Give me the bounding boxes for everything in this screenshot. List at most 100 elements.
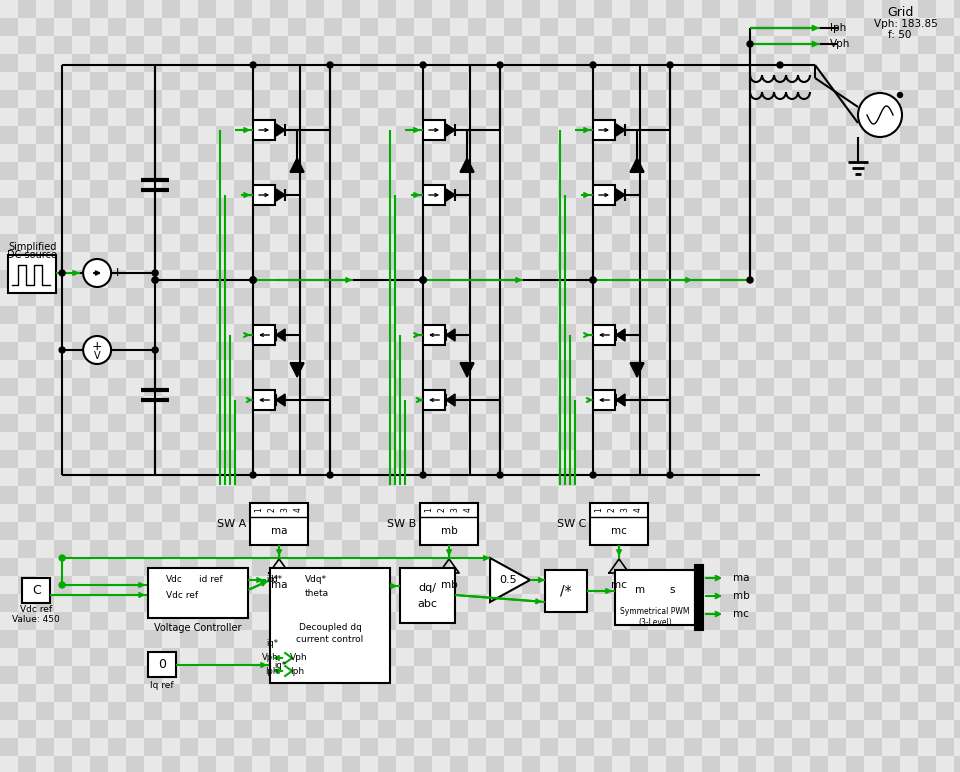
Bar [270,234,288,252]
Bar [423,325,445,345]
Text: +: + [92,340,103,353]
Bar [792,90,810,108]
Bar [198,432,216,450]
Bar [576,18,594,36]
Bar [324,234,342,252]
Bar [18,576,36,594]
Bar [630,666,648,684]
Text: Iph: Iph [265,666,278,676]
Bar [144,144,162,162]
Bar [18,450,36,468]
Bar [702,738,720,756]
Bar [324,54,342,72]
Bar [936,648,954,666]
Bar [846,396,864,414]
Bar [306,702,324,720]
Bar [666,576,684,594]
Bar [54,0,72,18]
Bar [324,360,342,378]
Bar [522,486,540,504]
Bar [900,360,918,378]
Bar [900,414,918,432]
Polygon shape [290,363,304,377]
Text: /*: /* [561,584,572,598]
Bar [162,234,180,252]
Bar [72,90,90,108]
Bar [414,288,432,306]
Bar [252,648,270,666]
Bar [702,198,720,216]
Bar [756,288,774,306]
Bar [360,414,378,432]
Bar [666,720,684,738]
Bar [252,144,270,162]
Bar [702,18,720,36]
Bar [540,324,558,342]
Bar [18,558,36,576]
Bar [180,594,198,612]
Bar [612,558,630,576]
Bar [504,702,522,720]
Bar [630,648,648,666]
Bar [198,252,216,270]
Bar [180,54,198,72]
Bar [828,36,846,54]
Bar [954,720,960,738]
Bar [684,576,702,594]
Bar [630,216,648,234]
Bar [360,144,378,162]
Bar [702,270,720,288]
Bar [414,612,432,630]
Polygon shape [490,558,530,602]
Bar [216,576,234,594]
Bar [918,468,936,486]
Bar [504,396,522,414]
Bar [954,162,960,180]
Bar [144,702,162,720]
Bar [486,216,504,234]
Bar [324,486,342,504]
Bar [936,252,954,270]
Bar [864,342,882,360]
Bar [612,432,630,450]
Bar [846,234,864,252]
Bar [918,90,936,108]
Bar [342,486,360,504]
Bar [522,288,540,306]
Bar [252,378,270,396]
Bar [90,558,108,576]
Bar [270,414,288,432]
Bar [324,288,342,306]
Bar [504,756,522,772]
Bar [918,648,936,666]
Bar [36,270,54,288]
Bar [882,450,900,468]
Bar [54,180,72,198]
Polygon shape [460,158,474,172]
Bar [342,216,360,234]
Bar [360,378,378,396]
Bar [148,652,176,677]
Bar [666,270,684,288]
Bar [36,162,54,180]
Bar [738,648,756,666]
Bar [594,306,612,324]
Bar [612,720,630,738]
Bar [216,486,234,504]
Bar [774,360,792,378]
Bar [666,234,684,252]
Bar [792,198,810,216]
Bar [720,558,738,576]
Bar [342,522,360,540]
Bar [720,522,738,540]
Bar [396,288,414,306]
Bar [18,162,36,180]
Bar [702,324,720,342]
Bar [576,684,594,702]
Bar [234,468,252,486]
Bar [288,198,306,216]
Bar [864,702,882,720]
Bar [774,144,792,162]
Bar [162,324,180,342]
Bar [414,36,432,54]
